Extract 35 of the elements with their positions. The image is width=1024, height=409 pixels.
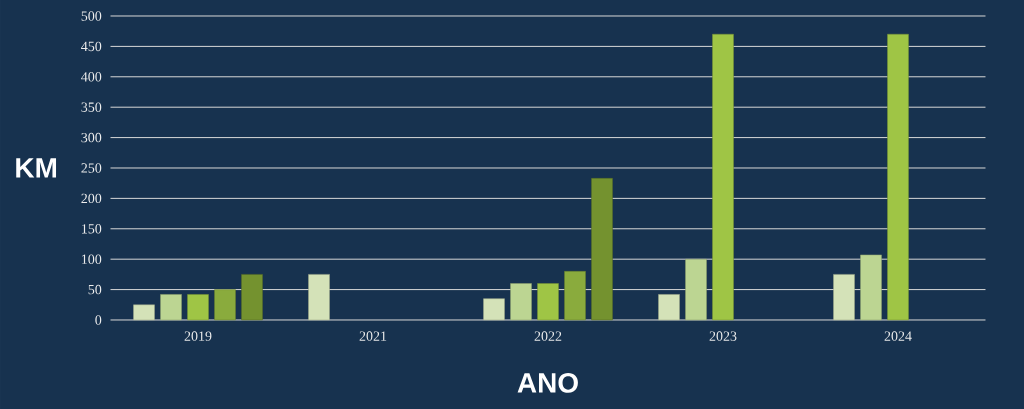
x-tick-label: 2021 <box>359 331 387 341</box>
bar <box>537 283 559 321</box>
bar <box>308 274 330 321</box>
x-tick-label: 2022 <box>534 331 562 341</box>
x-tick-label: 2024 <box>884 331 912 341</box>
bar <box>591 178 613 321</box>
y-tick-label: 350 <box>81 102 102 112</box>
bar <box>483 298 505 321</box>
bar <box>214 289 236 321</box>
bar <box>712 33 734 321</box>
bar <box>241 274 263 321</box>
y-tick-label: 300 <box>81 132 102 143</box>
bar <box>510 283 532 321</box>
y-tick-label: 50 <box>88 284 102 295</box>
x-axis-title: ANO <box>517 373 578 393</box>
y-tick-label: 0 <box>95 315 102 325</box>
y-tick-label: 150 <box>82 224 102 234</box>
bar <box>887 33 909 321</box>
bar <box>658 294 680 321</box>
y-tick-label: 450 <box>81 41 102 52</box>
y-axis-title: KM <box>16 158 57 178</box>
y-tick-label: 100 <box>82 254 102 264</box>
bar <box>564 271 586 321</box>
bar <box>133 304 155 321</box>
x-tick-label: 2023 <box>709 331 737 341</box>
y-tick-label: 400 <box>81 72 102 82</box>
x-tick-label: 2019 <box>184 331 212 341</box>
y-tick-label: 250 <box>81 163 102 173</box>
bar <box>160 294 182 321</box>
bar <box>187 294 209 321</box>
y-tick-label: 200 <box>81 193 102 204</box>
bar <box>860 254 882 321</box>
y-tick-label: 500 <box>81 11 102 21</box>
bar <box>685 258 707 321</box>
bar <box>833 274 855 321</box>
